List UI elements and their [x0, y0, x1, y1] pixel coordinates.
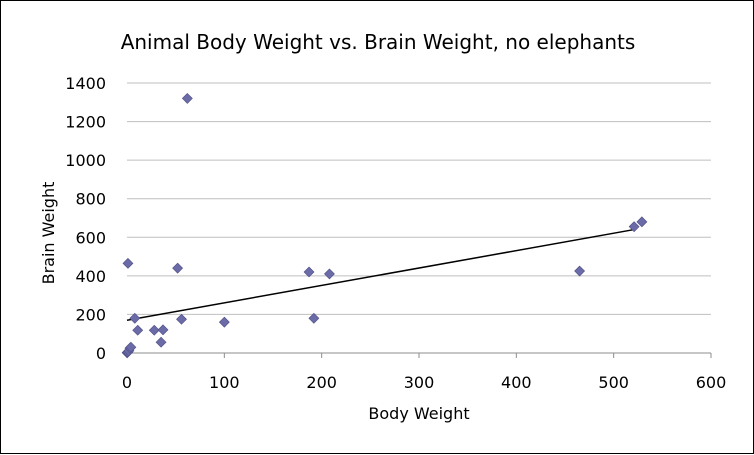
chart-title: Animal Body Weight vs. Brain Weight, no … — [121, 30, 636, 54]
trendline — [126, 228, 635, 321]
data-point — [324, 268, 335, 280]
data-point — [308, 312, 320, 324]
data-point — [176, 313, 187, 325]
y-tick-label: 1200 — [65, 113, 106, 132]
data-point — [148, 324, 160, 336]
data-point — [636, 216, 648, 228]
y-tick-label: 1000 — [65, 151, 106, 170]
data-point — [218, 316, 230, 328]
x-tick-label: 100 — [209, 373, 240, 392]
y-tick-label: 200 — [75, 305, 106, 324]
grid-lines — [126, 82, 712, 358]
y-tick-label: 400 — [75, 267, 106, 286]
data-point — [132, 324, 144, 336]
y-tick-labels: 0 200 400 600 800 1000 1200 1400 — [65, 74, 106, 363]
data-point — [574, 265, 586, 277]
data-point — [129, 312, 141, 324]
data-point — [155, 336, 167, 348]
x-tick-label: 500 — [598, 373, 629, 392]
data-point — [125, 341, 137, 353]
x-tick-label: 0 — [122, 373, 132, 392]
data-points — [121, 93, 648, 359]
data-point — [181, 93, 193, 104]
y-tick-label: 800 — [75, 190, 106, 209]
x-tick-label: 600 — [696, 373, 727, 392]
data-point — [172, 262, 184, 274]
x-tick-label: 200 — [306, 373, 337, 392]
y-axis-label: Brain Weight — [39, 182, 58, 285]
data-point — [122, 257, 134, 269]
x-tick-label: 400 — [501, 373, 532, 392]
x-axis-label: Body Weight — [368, 404, 469, 423]
data-point — [628, 221, 640, 233]
x-tick-label: 300 — [404, 373, 435, 392]
y-tick-label: 0 — [96, 344, 106, 363]
data-point — [157, 324, 169, 336]
y-tick-label: 1400 — [65, 74, 106, 93]
data-point — [303, 266, 315, 278]
x-tick-labels: 0 100 200 300 400 500 600 — [122, 373, 726, 392]
y-tick-label: 600 — [75, 228, 106, 247]
